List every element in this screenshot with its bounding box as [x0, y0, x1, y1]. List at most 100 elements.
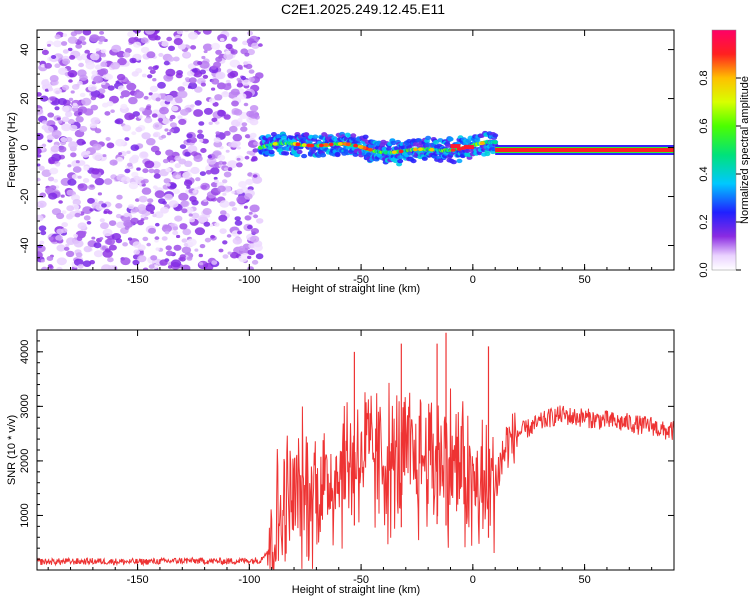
noise-blob	[124, 226, 130, 230]
noise-blob	[142, 168, 149, 174]
noise-blob	[189, 217, 195, 223]
band-blob	[421, 156, 428, 161]
band-hotspot	[295, 142, 301, 147]
band-blob	[362, 134, 369, 139]
noise-blob	[102, 249, 113, 258]
band-blob	[320, 153, 327, 158]
noise-blob	[190, 45, 197, 50]
noise-blob	[195, 177, 201, 182]
noise-blob	[133, 90, 144, 99]
noise-blob	[53, 87, 62, 95]
noise-blob	[222, 192, 227, 196]
noise-blob	[79, 92, 86, 98]
noise-blob	[111, 233, 122, 241]
noise-blob	[247, 224, 253, 230]
noise-blob	[47, 112, 55, 118]
noise-blob	[155, 247, 160, 251]
noise-blob	[236, 195, 247, 204]
noise-blob	[225, 149, 230, 153]
noise-blob	[152, 213, 157, 218]
noise-blob	[167, 265, 173, 269]
noise-blob	[223, 52, 234, 60]
noise-blob	[92, 152, 103, 161]
band-hotspot	[358, 145, 364, 149]
noise-blob	[122, 52, 131, 58]
noise-blob	[91, 168, 100, 175]
noise-blob	[140, 37, 149, 44]
noise-blob	[106, 101, 114, 107]
noise-blob	[100, 222, 109, 230]
noise-blob	[223, 114, 231, 120]
noise-blob	[65, 111, 73, 118]
noise-blob	[86, 221, 92, 225]
noise-blob	[90, 117, 101, 125]
noise-blob	[240, 75, 246, 80]
noise-blob	[167, 56, 175, 62]
noise-blob	[62, 58, 71, 65]
noise-blob	[148, 264, 155, 269]
noise-blob	[184, 151, 191, 157]
noise-blob	[83, 215, 91, 221]
noise-blob	[172, 230, 179, 236]
noise-blob	[103, 178, 113, 185]
noise-blob	[201, 184, 207, 190]
noise-blob	[207, 154, 213, 159]
noise-blob	[75, 252, 83, 258]
noise-blob	[227, 251, 232, 255]
noise-blob	[122, 242, 128, 247]
noise-blob	[157, 117, 164, 122]
band-blob	[410, 158, 417, 164]
noise-blob	[158, 52, 164, 57]
noise-blob	[224, 167, 228, 171]
noise-blob	[254, 72, 264, 79]
noise-blob	[72, 198, 82, 206]
noise-blob	[41, 124, 49, 131]
noise-blob	[145, 204, 156, 212]
noise-blob	[71, 174, 79, 180]
noise-blob	[225, 50, 231, 55]
noise-blob	[188, 77, 197, 84]
snr-y-label: SNR (10 * v/v)	[6, 415, 18, 485]
noise-blob	[236, 146, 241, 150]
noise-blob	[102, 154, 107, 158]
noise-blob	[243, 61, 248, 66]
noise-blob	[141, 73, 147, 78]
noise-blob	[49, 75, 59, 82]
noise-blob	[148, 92, 153, 96]
noise-blob	[197, 129, 203, 134]
noise-blob	[54, 106, 60, 111]
noise-blob	[211, 42, 221, 50]
noise-blob	[189, 196, 197, 202]
noise-blob	[107, 210, 113, 215]
noise-blob	[236, 188, 244, 195]
noise-blob	[164, 128, 169, 132]
noise-blob	[222, 254, 229, 259]
noise-blob	[37, 177, 41, 182]
noise-blob	[217, 154, 226, 161]
band-hotspot	[353, 143, 359, 148]
noise-blob	[222, 179, 228, 184]
noise-blob	[38, 165, 45, 171]
noise-blob	[56, 244, 66, 252]
x-tick-label: -100	[238, 274, 260, 286]
noise-blob	[67, 70, 78, 78]
noise-blob	[93, 250, 104, 258]
noise-blob	[106, 142, 115, 149]
band-hotspot	[337, 142, 343, 146]
colorbar-tick-label: 0.4	[698, 166, 710, 181]
band-hotspot	[391, 150, 397, 154]
noise-blob	[120, 90, 131, 98]
band-blob	[390, 140, 397, 146]
noise-blob	[100, 61, 108, 67]
noise-blob	[85, 150, 91, 155]
noise-blob	[255, 253, 264, 260]
noise-blob	[37, 202, 41, 207]
band-hotspot	[417, 147, 423, 151]
noise-blob	[51, 55, 57, 59]
noise-blob	[77, 175, 82, 179]
noise-blob	[213, 140, 223, 148]
noise-blob	[165, 68, 176, 77]
noise-blob	[105, 137, 111, 141]
noise-blob	[117, 85, 125, 91]
